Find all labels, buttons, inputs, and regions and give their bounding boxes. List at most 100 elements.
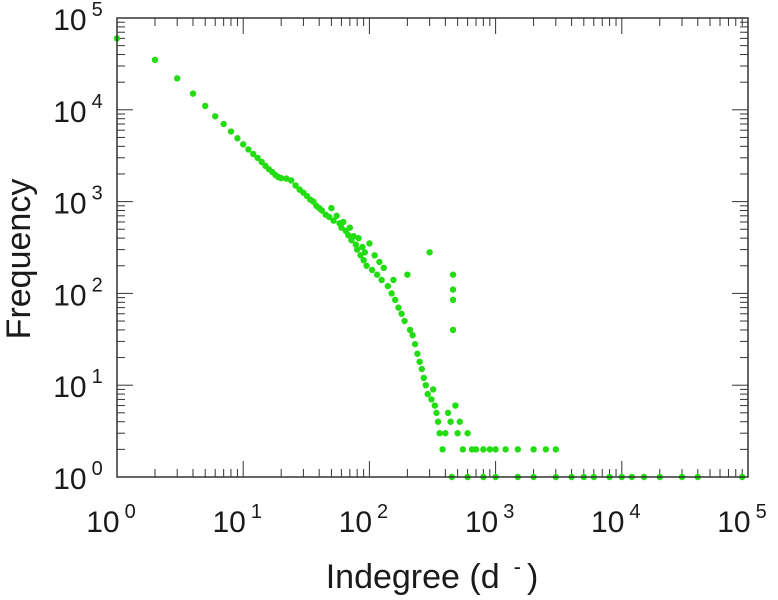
data-point bbox=[552, 446, 560, 453]
x-tick-exponent: 5 bbox=[756, 501, 767, 523]
x-tick-exponent: 0 bbox=[125, 501, 136, 523]
data-point bbox=[395, 304, 402, 311]
data-point bbox=[339, 218, 347, 226]
x-tick-label: 10 3 bbox=[465, 501, 514, 539]
data-point bbox=[360, 256, 367, 264]
data-point bbox=[444, 409, 452, 417]
x-axis-title-main: Indegree (d bbox=[326, 558, 500, 596]
x-tick-label: 10 0 bbox=[86, 501, 136, 539]
x-tick-label: 10 4 bbox=[591, 501, 641, 539]
data-point bbox=[378, 276, 385, 284]
data-point bbox=[174, 75, 181, 82]
plot-frame bbox=[116, 17, 749, 478]
y-tick-base: 10 bbox=[53, 463, 86, 496]
data-point bbox=[439, 446, 446, 453]
data-point bbox=[390, 276, 397, 284]
y-tick-label: 10 4 bbox=[53, 91, 103, 129]
data-point bbox=[428, 396, 435, 403]
data-point bbox=[388, 290, 395, 297]
data-point bbox=[350, 232, 357, 240]
data-point bbox=[227, 128, 235, 135]
data-point bbox=[426, 249, 433, 256]
data-point bbox=[384, 282, 392, 290]
x-tick-exponent: 3 bbox=[503, 501, 514, 523]
data-point bbox=[202, 102, 209, 110]
data-point bbox=[330, 217, 337, 224]
data-point bbox=[464, 430, 471, 437]
data-point bbox=[151, 56, 159, 64]
data-point bbox=[406, 326, 414, 334]
data-point bbox=[346, 224, 354, 231]
y-tick-label: 10 2 bbox=[53, 274, 103, 312]
axis-ticks bbox=[116, 17, 749, 478]
y-tick-exponent: 0 bbox=[92, 458, 103, 480]
y-tick-base: 10 bbox=[53, 96, 86, 129]
data-point bbox=[418, 365, 425, 373]
data-point bbox=[287, 177, 295, 184]
y-tick-label: 10 0 bbox=[53, 458, 103, 496]
data-point bbox=[353, 246, 361, 253]
data-point bbox=[373, 271, 381, 278]
y-tick-base: 10 bbox=[53, 4, 86, 37]
data-point bbox=[449, 286, 457, 293]
data-point bbox=[249, 150, 257, 158]
data-point bbox=[434, 418, 442, 425]
data-point bbox=[429, 386, 437, 393]
data-point bbox=[424, 390, 431, 398]
data-point bbox=[436, 430, 443, 437]
data-point bbox=[398, 310, 405, 317]
data-point bbox=[401, 317, 408, 325]
data-point bbox=[492, 446, 499, 453]
data-point bbox=[447, 418, 454, 425]
x-tick-exponent: 2 bbox=[377, 501, 388, 523]
data-point bbox=[368, 266, 376, 274]
data-point bbox=[277, 174, 285, 182]
y-tick-label: 10 1 bbox=[53, 366, 103, 404]
x-tick-base: 10 bbox=[212, 506, 245, 539]
y-tick-exponent: 3 bbox=[92, 183, 103, 205]
data-point bbox=[352, 241, 359, 248]
data-point bbox=[404, 271, 411, 278]
y-tick-exponent: 2 bbox=[92, 274, 103, 296]
data-point bbox=[502, 446, 509, 453]
y-tick-labels: 10 0 10 1 10 2 10 3 10 4 10 5 bbox=[53, 0, 103, 496]
x-axis-title: Indegree (d -) bbox=[326, 554, 539, 596]
x-axis-title-superscript: - bbox=[514, 554, 521, 579]
data-point bbox=[245, 146, 252, 153]
x-tick-base: 10 bbox=[591, 506, 624, 539]
data-point bbox=[442, 430, 449, 437]
data-point bbox=[380, 264, 387, 272]
data-point bbox=[409, 332, 416, 339]
data-point bbox=[431, 402, 439, 409]
x-tick-labels: 10 0 10 1 10 2 10 3 10 4 10 5 bbox=[86, 501, 767, 539]
data-point bbox=[480, 446, 487, 453]
x-tick-label: 10 1 bbox=[212, 501, 262, 539]
data-point bbox=[459, 446, 467, 453]
data-point bbox=[454, 430, 461, 437]
y-tick-base: 10 bbox=[53, 371, 86, 404]
y-tick-label: 10 5 bbox=[53, 0, 103, 37]
data-point bbox=[452, 402, 459, 409]
data-point bbox=[338, 224, 345, 231]
data-point bbox=[220, 120, 227, 128]
data-point bbox=[318, 207, 326, 214]
data-point bbox=[234, 135, 241, 142]
x-axis-title-close: ) bbox=[527, 558, 538, 596]
y-tick-label: 10 3 bbox=[53, 183, 103, 221]
data-point bbox=[391, 296, 399, 304]
y-tick-exponent: 1 bbox=[92, 366, 103, 388]
data-point bbox=[376, 258, 383, 266]
data-point bbox=[414, 350, 421, 357]
x-tick-base: 10 bbox=[86, 506, 119, 539]
data-point bbox=[542, 446, 550, 453]
y-tick-exponent: 4 bbox=[92, 91, 103, 113]
data-point bbox=[456, 418, 463, 425]
data-point bbox=[366, 240, 373, 247]
data-point bbox=[514, 446, 522, 453]
data-point bbox=[345, 232, 352, 239]
data-point bbox=[359, 243, 366, 251]
x-tick-base: 10 bbox=[339, 506, 372, 539]
y-axis-title: Frequency bbox=[0, 179, 38, 340]
x-tick-label: 10 5 bbox=[717, 501, 767, 539]
